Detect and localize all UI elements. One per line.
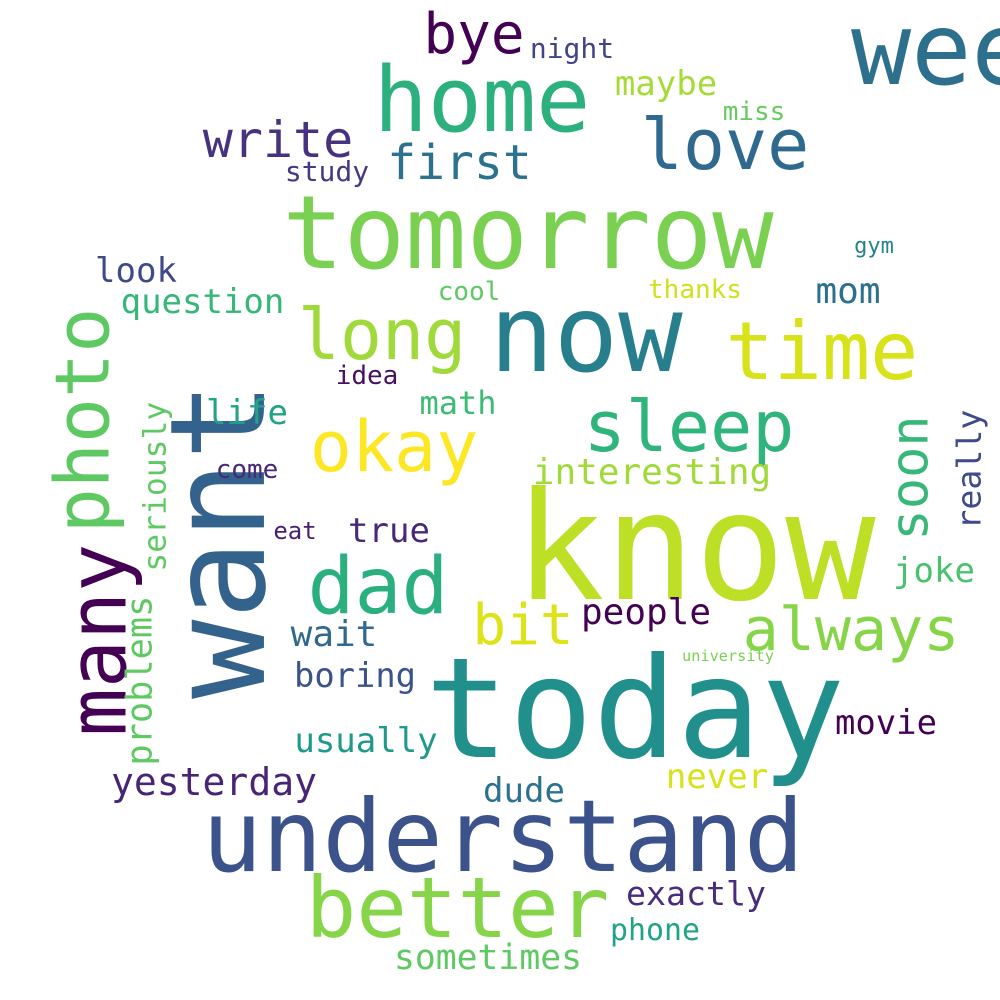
word-true: true bbox=[348, 511, 430, 551]
word-love: love bbox=[640, 104, 810, 186]
word-seriously: seriously bbox=[137, 402, 174, 572]
word-math: math bbox=[419, 384, 497, 422]
word-exactly: exactly bbox=[626, 874, 766, 914]
word-know: know bbox=[514, 461, 876, 635]
word-tomorrow: tomorrow bbox=[282, 174, 774, 293]
word-first: first bbox=[387, 135, 532, 191]
word-photo: photo bbox=[38, 307, 126, 533]
word-long: long bbox=[297, 294, 467, 376]
word-cool: cool bbox=[437, 277, 501, 307]
word-now: now bbox=[489, 273, 683, 397]
word-eat: eat bbox=[273, 517, 317, 545]
word-today: today bbox=[425, 626, 845, 790]
word-life: life bbox=[206, 393, 288, 433]
word-understand: understand bbox=[201, 778, 805, 895]
word-soon: soon bbox=[880, 415, 941, 541]
word-night: night bbox=[529, 32, 615, 65]
word-maybe: maybe bbox=[614, 64, 718, 104]
word-look: look bbox=[95, 251, 177, 291]
word-wait: wait bbox=[290, 614, 378, 655]
word-movie: movie bbox=[835, 703, 937, 743]
word-thanks: thanks bbox=[648, 275, 742, 305]
word-sometimes: sometimes bbox=[394, 937, 582, 978]
word-okay: okay bbox=[309, 406, 479, 488]
word-phone: phone bbox=[610, 913, 700, 949]
word-yesterday: yesterday bbox=[111, 760, 317, 804]
word-time: time bbox=[725, 305, 919, 398]
word-usually: usually bbox=[294, 721, 438, 761]
word-better: better bbox=[305, 859, 610, 957]
word-come: come bbox=[215, 455, 279, 485]
word-gym: gym bbox=[854, 234, 894, 259]
word-study: study bbox=[284, 155, 370, 188]
word-question: question bbox=[120, 282, 285, 322]
word-dad: dad bbox=[307, 542, 449, 632]
word-always: always bbox=[742, 595, 960, 665]
word-problems: problems bbox=[119, 596, 161, 766]
word-bit: bit bbox=[472, 593, 574, 658]
word-week: week bbox=[851, 0, 1000, 108]
word-never: never bbox=[665, 757, 769, 797]
word-really: really bbox=[949, 410, 989, 530]
word-miss: miss bbox=[722, 97, 786, 127]
word-sleep: sleep bbox=[583, 386, 795, 468]
word-write: write bbox=[202, 111, 354, 169]
word-mom: mom bbox=[815, 271, 881, 312]
word-people: people bbox=[580, 592, 712, 633]
word-interesting: interesting bbox=[532, 452, 772, 493]
word-idea: idea bbox=[335, 361, 399, 391]
word-dude: dude bbox=[483, 771, 565, 811]
word-bye: bye bbox=[423, 2, 525, 67]
word-boring: boring bbox=[294, 656, 416, 696]
word-joke: joke bbox=[893, 551, 975, 591]
word-home: home bbox=[373, 48, 591, 153]
word-university: university bbox=[682, 647, 774, 666]
